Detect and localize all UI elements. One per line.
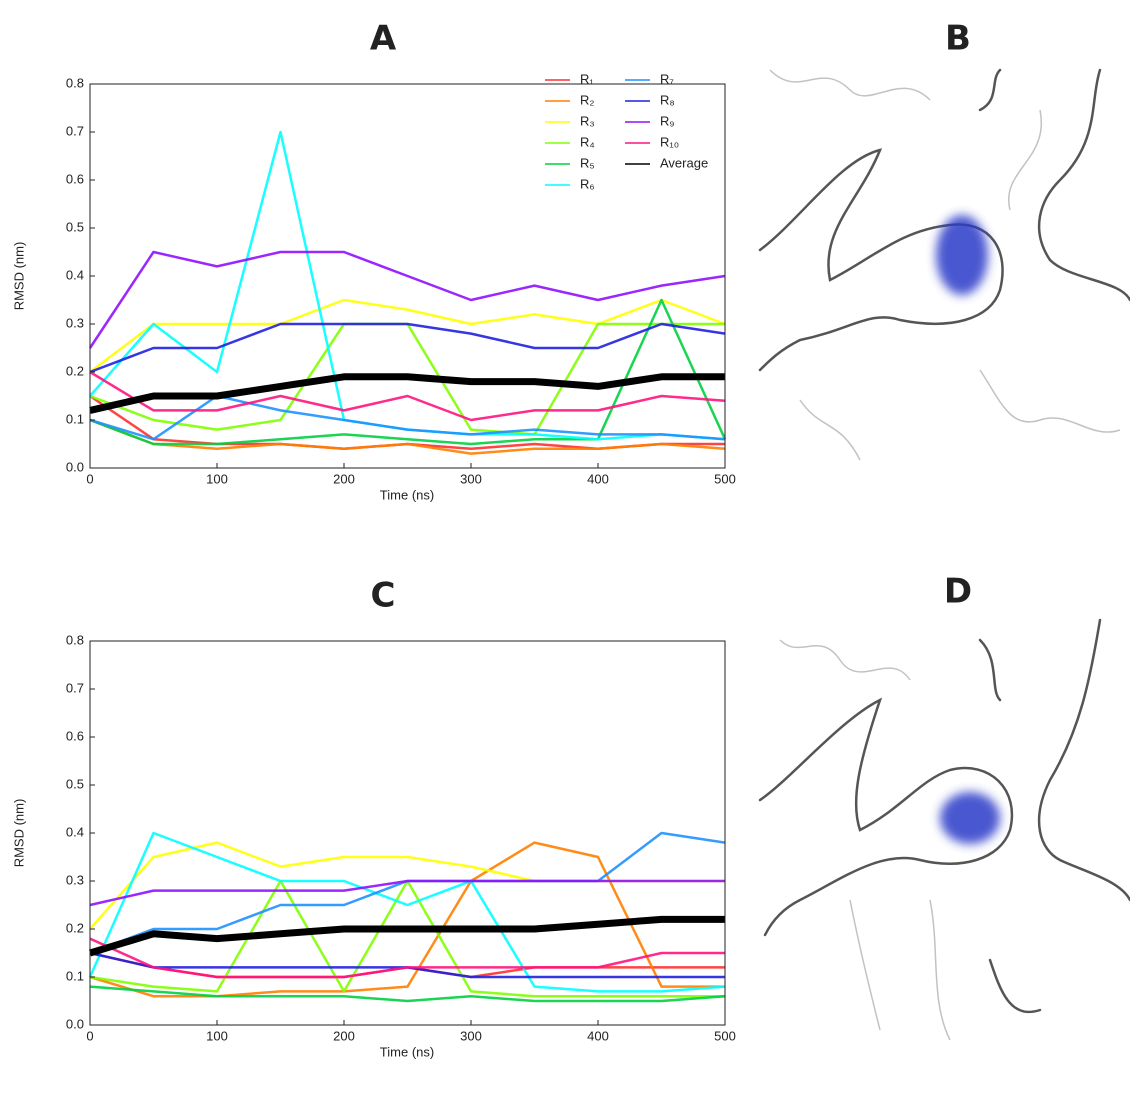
- chart-title: A: [370, 19, 397, 59]
- y-tick-label: 0.7: [66, 680, 84, 695]
- structure-image-d: D: [758, 572, 1130, 1041]
- series-line: [89, 373, 725, 414]
- y-tick-label: 0.7: [66, 123, 84, 138]
- y-tick-label: 0.1: [66, 411, 84, 426]
- legend-label: R₅: [580, 155, 595, 170]
- series-line: [89, 322, 726, 374]
- x-tick-label: 0: [86, 1028, 93, 1043]
- series-line: [88, 831, 726, 993]
- x-tick-label: 100: [206, 1028, 228, 1043]
- y-tick-label: 0.8: [66, 632, 84, 647]
- x-tick-label: 500: [714, 471, 736, 486]
- x-tick-label: 400: [587, 1028, 609, 1043]
- x-tick-label: 200: [333, 1028, 355, 1043]
- y-axis-label: RMSD (nm): [11, 242, 26, 311]
- y-tick-label: 0.0: [66, 459, 84, 474]
- y-tick-label: 0.1: [66, 968, 84, 983]
- series-line: [89, 985, 726, 1003]
- y-tick-label: 0.3: [66, 872, 84, 887]
- y-tick-label: 0.2: [66, 363, 84, 378]
- series-line: [89, 370, 726, 422]
- x-tick-label: 100: [206, 471, 228, 486]
- y-tick-label: 0.2: [66, 920, 84, 935]
- legend-label: R₈: [660, 92, 675, 107]
- structure-image-b: B: [758, 19, 1130, 461]
- legend-label: R₁₀: [660, 134, 679, 149]
- legend-label: R₇: [660, 71, 674, 86]
- series-line: [89, 418, 726, 455]
- legend-label: R₂: [580, 92, 594, 107]
- y-tick-label: 0.4: [66, 824, 84, 839]
- y-tick-label: 0.0: [66, 1016, 84, 1031]
- series-line: [88, 915, 725, 957]
- x-tick-label: 300: [460, 471, 482, 486]
- x-axis-label: Time (ns): [380, 1044, 434, 1059]
- panel-label: D: [944, 572, 972, 612]
- legend-label: Average: [660, 155, 708, 170]
- y-tick-label: 0.6: [66, 728, 84, 743]
- series-line: [89, 841, 725, 998]
- y-tick-label: 0.6: [66, 171, 84, 186]
- panel-label: B: [945, 19, 971, 59]
- legend-label: R₃: [580, 113, 595, 128]
- y-tick-label: 0.5: [66, 219, 84, 234]
- chart-title: C: [371, 576, 396, 616]
- x-tick-label: 200: [333, 471, 355, 486]
- series-line: [89, 879, 725, 907]
- chart: A Time (ns) RMSD (nm) 0.0 0.1 0.2 0.3 0.4 0.5 0.6…: [11, 19, 735, 503]
- series-line: [89, 298, 727, 446]
- y-tick-label: 0.4: [66, 267, 84, 282]
- legend-label: R₉: [660, 113, 675, 128]
- series-line: [88, 250, 726, 349]
- y-tick-label: 0.5: [66, 776, 84, 791]
- x-axis-label: Time (ns): [380, 487, 434, 502]
- y-axis-label: RMSD (nm): [11, 799, 26, 868]
- legend-label: R₁: [580, 71, 594, 86]
- x-tick-label: 500: [714, 1028, 736, 1043]
- y-tick-label: 0.8: [66, 75, 84, 90]
- y-tick-label: 0.3: [66, 315, 84, 330]
- series-line: [89, 298, 726, 373]
- legend-label: R₆: [580, 176, 595, 191]
- chart: C Time (ns) RMSD (nm) 0.0 0.1 0.2 0.3 0.4 0.5 0.6…: [11, 576, 735, 1060]
- x-tick-label: 300: [460, 1028, 482, 1043]
- x-tick-label: 400: [587, 471, 609, 486]
- x-tick-label: 0: [86, 471, 93, 486]
- legend-label: R₄: [580, 134, 595, 149]
- series-line: [89, 937, 725, 979]
